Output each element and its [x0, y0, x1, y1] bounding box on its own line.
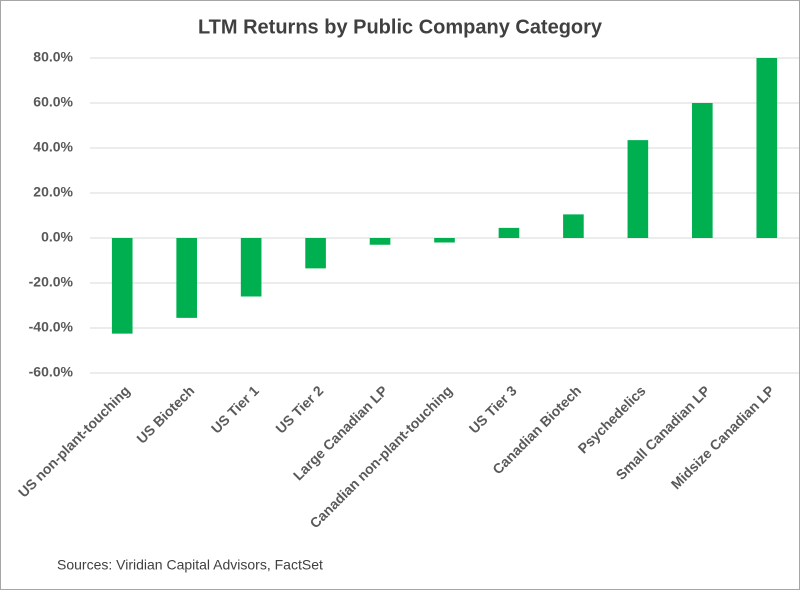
bar: [369, 238, 391, 245]
y-tick-label: 80.0%: [33, 49, 73, 65]
y-tick-label: 60.0%: [33, 94, 73, 110]
bar: [692, 103, 713, 238]
y-tick-label: -40.0%: [29, 319, 74, 335]
y-tick-label: 0.0%: [41, 229, 73, 245]
bar: [756, 58, 778, 238]
bar: [434, 238, 455, 243]
source-note: Sources: Viridian Capital Advisors, Fact…: [57, 557, 323, 573]
bar: [111, 238, 133, 334]
y-tick-label: 20.0%: [33, 184, 73, 200]
y-tick-label: 40.0%: [33, 139, 73, 155]
y-tick-label: -20.0%: [29, 274, 74, 290]
chart-title: LTM Returns by Public Company Category: [198, 16, 603, 38]
bar: [176, 238, 197, 318]
bar: [305, 238, 326, 269]
bar: [563, 214, 584, 238]
bar: [498, 227, 520, 238]
bar: [627, 140, 649, 238]
bar: [240, 238, 262, 297]
y-tick-label: -60.0%: [29, 364, 74, 380]
